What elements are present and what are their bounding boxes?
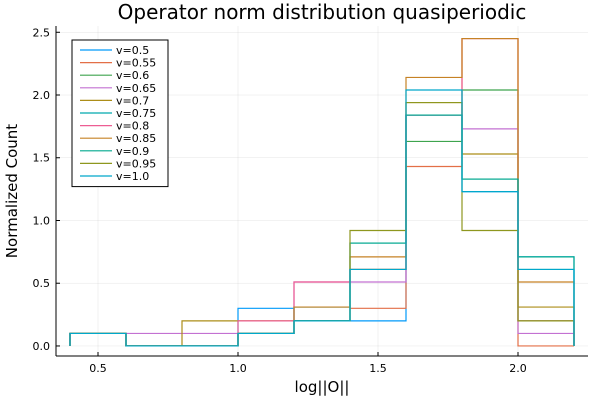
legend-item-label: v=0.8	[116, 120, 149, 133]
x-tick-label: 2.0	[509, 362, 527, 375]
x-tick-label: 1.0	[229, 362, 247, 375]
legend-item-label: v=0.9	[116, 145, 149, 158]
series-group	[69, 37, 575, 347]
legend-item-label: v=0.55	[116, 57, 156, 70]
series-line	[69, 89, 575, 347]
y-axis-label: Normalized Count	[3, 124, 21, 258]
legend-item-label: v=1.0	[116, 170, 149, 183]
y-tick-label: 2.5	[33, 26, 51, 39]
legend-item-label: v=0.7	[116, 94, 149, 107]
legend: v=0.5v=0.55v=0.6v=0.65v=0.7v=0.75v=0.8v=…	[71, 39, 169, 188]
x-axis-label: log||O||	[295, 378, 350, 396]
chart-title: Operator norm distribution quasiperiodic	[118, 0, 527, 24]
y-tick-label: 1.5	[33, 152, 51, 165]
y-tick-label: 0.0	[33, 340, 51, 353]
legend-item-label: v=0.85	[116, 132, 156, 145]
legend-item-label: v=0.5	[116, 44, 149, 57]
legend-item-label: v=0.6	[116, 69, 149, 82]
x-tick-label: 0.5	[89, 362, 107, 375]
y-tick-label: 0.5	[33, 277, 51, 290]
y-tick-label: 2.0	[33, 89, 51, 102]
y-tick-label: 1.0	[33, 214, 51, 227]
legend-item-label: v=0.95	[116, 157, 156, 170]
legend-item-label: v=0.65	[116, 82, 156, 95]
x-tick-label: 1.5	[369, 362, 387, 375]
axes: 0.5 1.0 1.5 2.0 0.0 0.5 1.0 1.5 2.0 2.5	[33, 26, 588, 375]
legend-item-label: v=0.75	[116, 107, 156, 120]
